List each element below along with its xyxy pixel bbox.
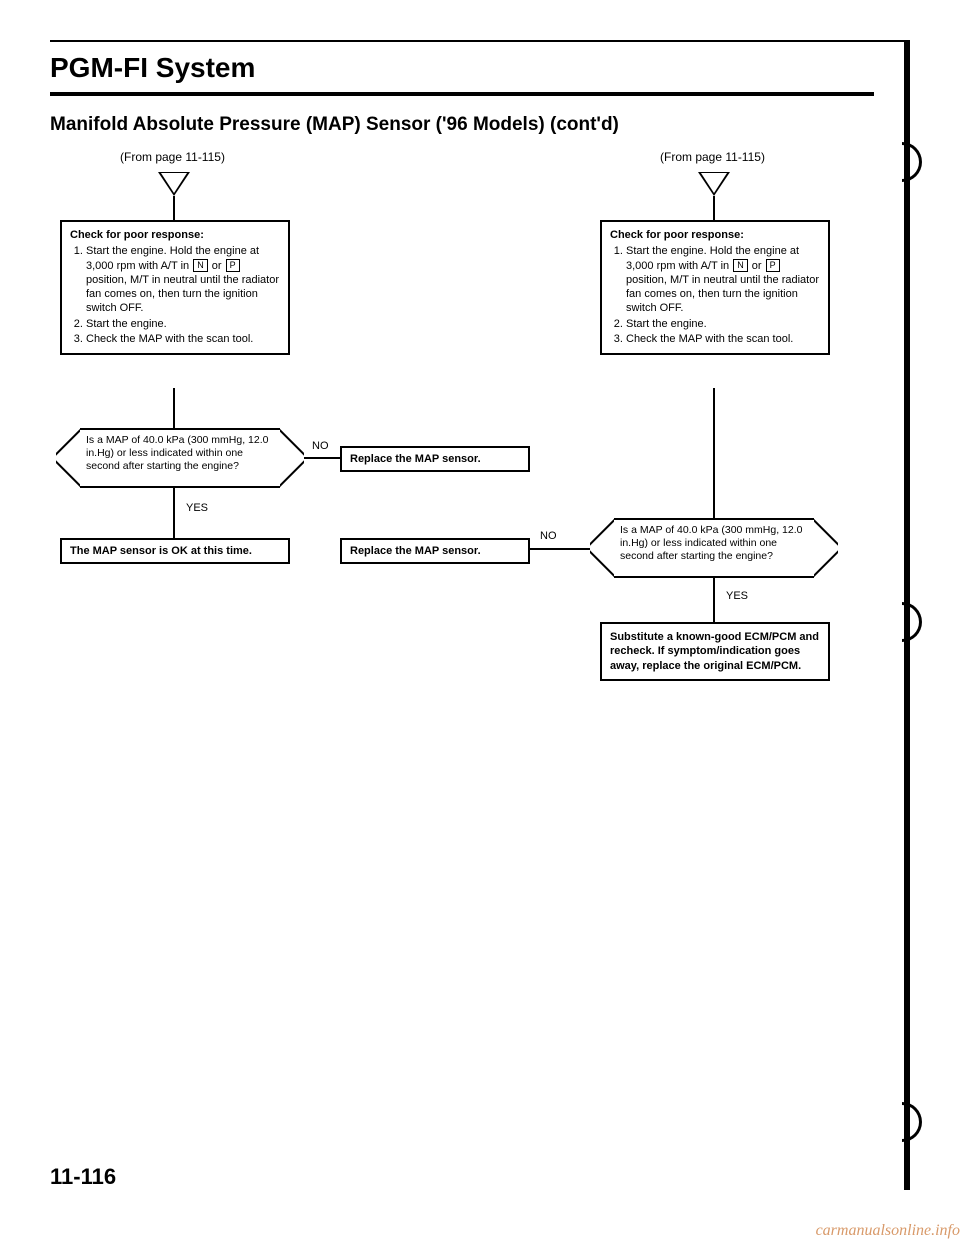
result-ok: The MAP sensor is OK at this time. [60, 538, 290, 564]
check-step-2r: Start the engine. [626, 317, 820, 331]
check-heading: Check for poor response: [70, 229, 204, 241]
decision-left: Is a MAP of 40.0 kPa (300 mmHg, 12.0 in.… [80, 428, 280, 488]
connector-b-label: B [710, 176, 717, 187]
divider [50, 92, 874, 96]
check-heading-r: Check for poor response: [610, 229, 744, 241]
no-label-2: NO [540, 530, 557, 542]
decision-right: Is a MAP of 40.0 kPa (300 mmHg, 12.0 in.… [614, 518, 814, 578]
key-n-icon: N [733, 259, 748, 272]
result-substitute: Substitute a known-good ECM/PCM and rech… [600, 622, 830, 681]
check-step-3r: Check the MAP with the scan tool. [626, 332, 820, 346]
flow-line [570, 548, 590, 550]
action-replace-1: Replace the MAP sensor. [340, 446, 530, 472]
flow-line [304, 457, 340, 459]
decision-text: Is a MAP of 40.0 kPa (300 mmHg, 12.0 in.… [80, 430, 280, 477]
yes-label-r: YES [726, 590, 748, 602]
connector-a-label: A [170, 176, 177, 187]
check-step-1r: Start the engine. Hold the engine at 3,0… [626, 244, 820, 315]
no-label: NO [312, 440, 329, 452]
check-box-right: Check for poor response: Start the engin… [600, 220, 830, 355]
page-number: 11-116 [50, 1164, 116, 1190]
flow-line [713, 388, 715, 518]
check-box-left: Check for poor response: Start the engin… [60, 220, 290, 355]
system-title: PGM-FI System [50, 52, 874, 84]
yes-label: YES [186, 502, 208, 514]
flow-line [173, 196, 175, 220]
section-title: Manifold Absolute Pressure (MAP) Sensor … [50, 114, 874, 136]
check-step-2: Start the engine. [86, 317, 280, 331]
flow-line [530, 548, 570, 550]
from-page-left: (From page 11-115) [120, 150, 225, 164]
connector-b-icon: B [698, 172, 730, 196]
flow-line [713, 196, 715, 220]
key-p-icon: P [226, 259, 240, 272]
watermark: carmanualsonline.info [816, 1222, 960, 1240]
from-page-right: (From page 11-115) [660, 150, 765, 164]
action-replace-2: Replace the MAP sensor. [340, 538, 530, 564]
key-n-icon: N [193, 259, 208, 272]
flow-line [173, 388, 175, 428]
flow-line [713, 578, 715, 622]
connector-a-icon: A [158, 172, 190, 196]
flow-line [173, 488, 175, 538]
decision-text-r: Is a MAP of 40.0 kPa (300 mmHg, 12.0 in.… [614, 520, 814, 567]
check-step-3: Check the MAP with the scan tool. [86, 332, 280, 346]
key-p-icon: P [766, 259, 780, 272]
check-step-1: Start the engine. Hold the engine at 3,0… [86, 244, 280, 315]
